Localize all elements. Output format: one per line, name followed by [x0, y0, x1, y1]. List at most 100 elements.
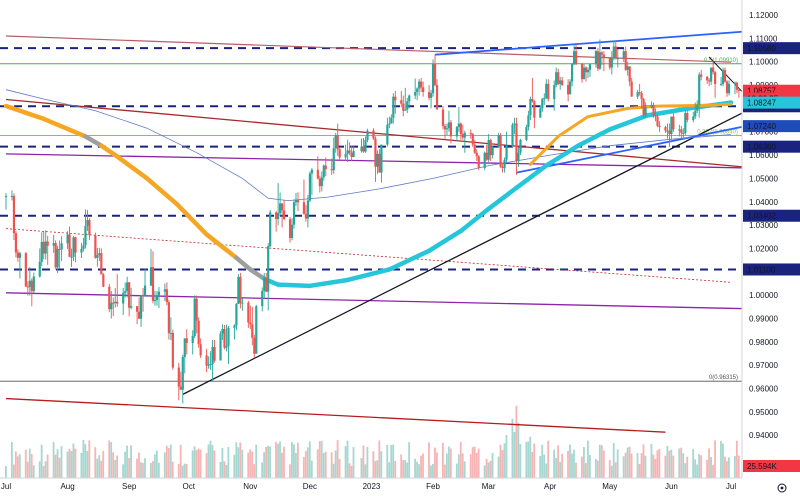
candle-body [344, 153, 347, 158]
volume-bar [531, 451, 534, 478]
candle-body [124, 291, 127, 293]
price-axis[interactable]: 1.120001.110001.100001.090001.080001.070… [741, 0, 800, 496]
volume-bar [420, 455, 422, 478]
volume-bar [110, 442, 113, 478]
volume-bar [388, 462, 391, 478]
candle-body [372, 130, 375, 139]
volume-bar [489, 460, 492, 478]
volume-bar [237, 447, 240, 478]
candle-body [277, 212, 280, 220]
fast-moving-average-segment [345, 267, 392, 283]
volume-bar [332, 463, 335, 478]
volume-bar [491, 452, 494, 478]
moving-average-layer [3, 89, 734, 289]
candle-body [501, 166, 504, 168]
volume-bar [664, 455, 667, 478]
candle-body [636, 92, 639, 97]
candle-body [545, 83, 548, 98]
volume-bar [86, 450, 89, 478]
candle-body [469, 132, 472, 135]
volume-bar [545, 463, 548, 478]
candle-body [572, 51, 576, 65]
price-badge: 1.08757 [747, 87, 776, 96]
candle-body [376, 153, 379, 167]
volume-bar [40, 444, 43, 478]
price-badge-background [743, 96, 800, 109]
candle-body [733, 82, 737, 84]
volume-bar [350, 465, 353, 478]
candle-body [505, 145, 508, 160]
settings-gear-icon[interactable] [777, 483, 787, 493]
volume-bar [277, 443, 279, 478]
volume-bar [386, 444, 389, 478]
candle-body [642, 99, 645, 116]
candle-body [443, 125, 447, 130]
price-badge: 1.07240 [747, 122, 776, 131]
time-tick-label: 2023 [363, 482, 381, 491]
candle-body [386, 124, 389, 145]
candle-body [171, 332, 174, 368]
volume-bar [402, 460, 405, 478]
volume-bar [672, 455, 675, 478]
volume-bar [289, 464, 291, 478]
volume-bar [694, 459, 697, 478]
volume-bar [529, 436, 532, 478]
time-axis[interactable]: Jul Aug Sep Oct Nov Dec 2023 Feb Mar Apr May Jun Jul [0, 477, 800, 496]
candle-body [471, 134, 474, 145]
candle-body [10, 195, 14, 197]
candle-body [513, 123, 516, 125]
volume-bar [616, 449, 619, 478]
volume-bar [296, 442, 299, 478]
candle-body [447, 122, 451, 129]
volume-bar [527, 441, 530, 478]
volume-bar [38, 461, 41, 478]
price-tick-label: 1.10000 [749, 58, 778, 67]
volume-bar [68, 448, 71, 478]
candle-body [678, 129, 681, 131]
candle-body [322, 165, 325, 178]
candle-body [418, 81, 421, 89]
candle-body [533, 101, 536, 118]
fast-moving-average-segment [248, 267, 267, 282]
candle-body [527, 115, 530, 128]
volume-bar [283, 446, 285, 478]
candle-body [338, 149, 341, 158]
candle-body [280, 203, 284, 211]
volume-bar [241, 449, 244, 478]
candle-body [183, 338, 186, 358]
candle-body [32, 276, 35, 292]
candle-body [420, 81, 423, 88]
volume-bar [692, 448, 695, 478]
price-tick-label: 1.05000 [749, 174, 778, 183]
volume-bar [281, 452, 283, 478]
volume-bar [116, 455, 119, 478]
volume-bar [622, 456, 625, 478]
candle-body [374, 138, 377, 167]
volume-bar [185, 463, 188, 478]
volume-bar [267, 445, 269, 478]
candle-body [302, 202, 306, 214]
volume-bar [670, 449, 673, 478]
volume-bar [142, 463, 144, 478]
volume-bar [708, 448, 710, 478]
candle-body [290, 224, 294, 238]
candle-body [624, 51, 627, 70]
candle-body [598, 52, 602, 69]
candle-body [682, 132, 685, 134]
candle-body [497, 135, 500, 147]
volume-bar [291, 442, 293, 478]
volume-bar [52, 441, 55, 478]
volume-bar [471, 447, 474, 478]
horizontal-level-badge-background [743, 140, 800, 153]
candle-body [143, 285, 147, 296]
candle-body [223, 329, 226, 348]
volume-bar [575, 462, 577, 478]
gear-ring [777, 483, 787, 493]
candle-body [429, 93, 433, 98]
volume-bar [193, 446, 196, 478]
volume-bar [233, 454, 236, 478]
price-tick-label: 0.98000 [749, 338, 778, 347]
volume-bar [404, 460, 407, 478]
volume-bar [503, 443, 506, 478]
candle-body [318, 178, 321, 187]
